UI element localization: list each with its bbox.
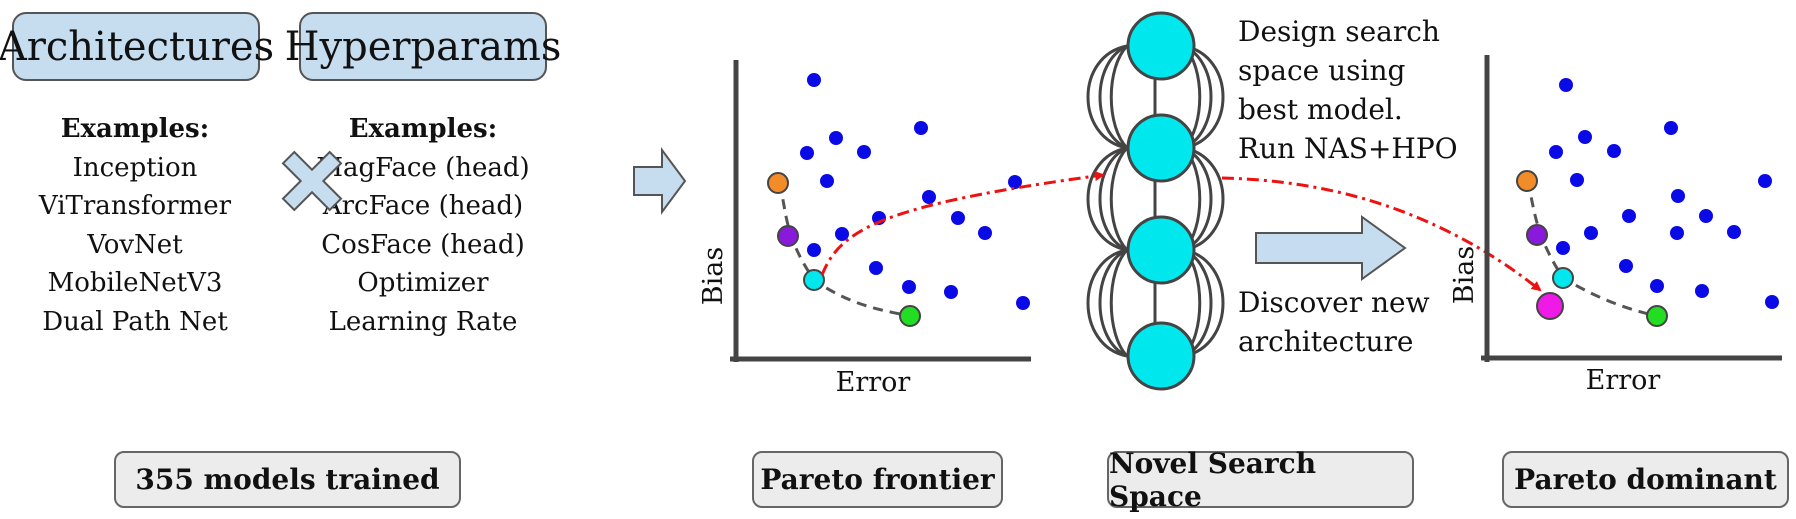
data-point bbox=[902, 280, 916, 294]
network-node bbox=[1126, 11, 1196, 81]
design-caption-line: Run NAS+HPO bbox=[1238, 132, 1458, 165]
novel-search-space-badge: Novel Search Space bbox=[1107, 447, 1414, 513]
frontier-point-orange bbox=[767, 172, 789, 194]
data-point bbox=[1607, 144, 1621, 158]
data-point bbox=[1559, 78, 1573, 92]
hyperparams-examples: Examples: MagFace (head) ArcFace (head) … bbox=[303, 110, 543, 341]
data-point bbox=[1622, 209, 1636, 223]
pareto-frontier-label: Pareto frontier bbox=[760, 463, 995, 496]
data-point bbox=[857, 145, 871, 159]
right-arrow-icon bbox=[633, 146, 687, 216]
data-point bbox=[978, 226, 992, 240]
frontier-point-cyan bbox=[803, 269, 825, 291]
network-node bbox=[1126, 113, 1196, 183]
architecture-item: VovNet bbox=[87, 229, 183, 260]
data-point bbox=[944, 285, 958, 299]
data-point bbox=[800, 146, 814, 160]
right-plot-x-label: Error bbox=[1586, 365, 1661, 396]
hyperparam-item: Optimizer bbox=[357, 268, 489, 298]
architectures-examples: Examples: Inception ViTransformer VovNet… bbox=[20, 110, 250, 341]
right-plot bbox=[1481, 55, 1782, 362]
pareto-dominant-badge: Pareto dominant bbox=[1502, 451, 1789, 508]
data-point bbox=[1549, 145, 1563, 159]
data-point bbox=[807, 243, 821, 257]
frontier-point-green bbox=[1646, 305, 1668, 327]
architectures-box: Architectures bbox=[0, 12, 274, 81]
network-node bbox=[1126, 215, 1196, 285]
data-point bbox=[1765, 295, 1779, 309]
frontier-point-purple bbox=[777, 225, 799, 247]
hyperparams-examples-header: Examples: bbox=[348, 114, 498, 144]
right-plot-y-label: Bias bbox=[1449, 246, 1480, 304]
design-caption: Design search space using best model. Ru… bbox=[1238, 12, 1458, 168]
discover-caption: Discover new architecture bbox=[1238, 283, 1430, 361]
architectures-examples-header: Examples: bbox=[60, 114, 210, 144]
data-point bbox=[1570, 173, 1584, 187]
models-trained-badge: 355 models trained bbox=[114, 451, 461, 508]
big-right-arrow-icon bbox=[1255, 215, 1407, 281]
frontier-point-purple bbox=[1526, 224, 1548, 246]
left-plot bbox=[730, 60, 1031, 362]
data-point bbox=[1695, 284, 1709, 298]
design-caption-line: Design search bbox=[1238, 15, 1440, 48]
discover-caption-line: Discover new bbox=[1238, 286, 1430, 319]
pareto-dominant-point bbox=[1536, 292, 1564, 320]
design-caption-line: best model. bbox=[1238, 93, 1403, 126]
discover-caption-line: architecture bbox=[1238, 325, 1414, 358]
data-point bbox=[1008, 175, 1022, 189]
frontier-point-green bbox=[899, 305, 921, 327]
architecture-item: Dual Path Net bbox=[42, 306, 228, 337]
data-point bbox=[1578, 130, 1592, 144]
red-arrow-to-network bbox=[820, 171, 1105, 276]
data-point bbox=[922, 190, 936, 204]
hyperparams-title: Hyperparams bbox=[284, 23, 562, 70]
data-point bbox=[1619, 259, 1633, 273]
left-plot-points bbox=[800, 73, 1030, 310]
frontier-point-cyan bbox=[1552, 267, 1574, 289]
red-arrow-to-dominant bbox=[1221, 176, 1542, 292]
data-point bbox=[1664, 121, 1678, 135]
network-node bbox=[1126, 321, 1196, 391]
data-point bbox=[807, 73, 821, 87]
hyperparam-item: Learning Rate bbox=[328, 306, 518, 337]
data-point bbox=[835, 227, 849, 241]
left-plot-y-label: Bias bbox=[698, 247, 729, 305]
design-caption-line: space using bbox=[1238, 54, 1406, 87]
data-point bbox=[1650, 279, 1664, 293]
data-point bbox=[1584, 226, 1598, 240]
data-point bbox=[829, 131, 843, 145]
architecture-item: ViTransformer bbox=[38, 191, 232, 221]
pareto-frontier-badge: Pareto frontier bbox=[752, 451, 1003, 508]
data-point bbox=[1699, 209, 1713, 223]
hyperparam-item: MagFace (head) bbox=[316, 152, 530, 183]
left-plot-x-label: Error bbox=[836, 367, 911, 398]
data-point bbox=[1758, 174, 1772, 188]
models-trained-label: 355 models trained bbox=[135, 463, 440, 496]
architectures-title: Architectures bbox=[0, 23, 275, 70]
data-point bbox=[869, 261, 883, 275]
architecture-item: MobileNetV3 bbox=[47, 268, 223, 298]
hyperparam-item: CosFace (head) bbox=[321, 229, 525, 260]
frontier-point-orange bbox=[1516, 170, 1538, 192]
data-point bbox=[1670, 226, 1684, 240]
data-point bbox=[1556, 241, 1570, 255]
hyperparam-item: ArcFace (head) bbox=[322, 191, 524, 221]
network-nodes bbox=[1126, 11, 1196, 391]
data-point bbox=[951, 211, 965, 225]
data-point bbox=[914, 121, 928, 135]
pareto-frontier-curve bbox=[776, 182, 911, 318]
data-point bbox=[820, 174, 834, 188]
hyperparams-box: Hyperparams bbox=[285, 12, 561, 81]
data-point bbox=[1016, 296, 1030, 310]
architecture-item: Inception bbox=[72, 152, 198, 183]
right-plot-points bbox=[1549, 78, 1779, 309]
network-connections bbox=[1086, 44, 1225, 358]
pareto-dominant-label: Pareto dominant bbox=[1514, 463, 1777, 496]
novel-search-space-label: Novel Search Space bbox=[1109, 446, 1317, 513]
data-point bbox=[1727, 225, 1741, 239]
multiply-icon bbox=[281, 150, 343, 212]
data-point bbox=[1671, 189, 1685, 203]
